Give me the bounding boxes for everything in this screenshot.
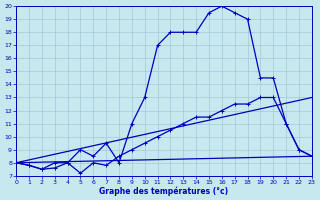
X-axis label: Graphe des températures (°c): Graphe des températures (°c)	[100, 186, 228, 196]
